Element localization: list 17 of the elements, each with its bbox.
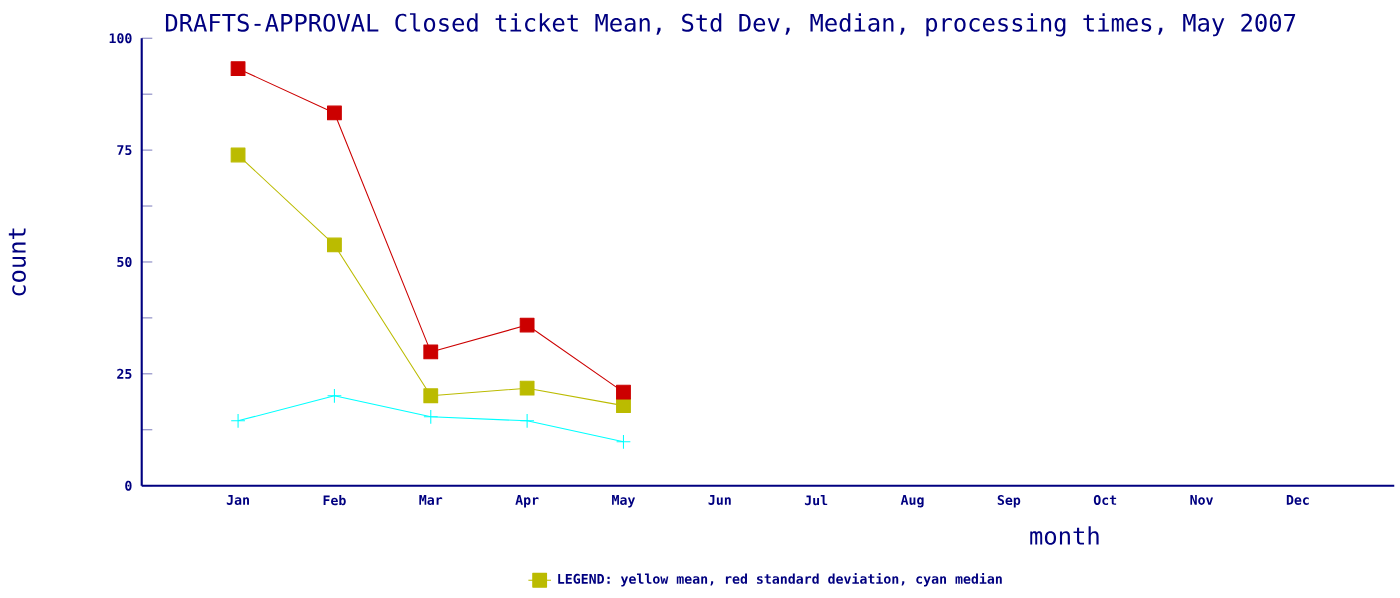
point <box>327 105 342 121</box>
point <box>519 317 535 333</box>
point <box>616 384 631 400</box>
chart-title: DRAFTS-APPROVAL Closed ticket Mean, Std Dev, Median, processing times, May 2007 <box>165 13 1296 37</box>
point <box>423 344 439 360</box>
point <box>519 380 535 396</box>
point <box>423 388 439 404</box>
point <box>327 237 342 253</box>
point <box>230 61 246 76</box>
point <box>519 413 535 429</box>
x-axis-title: month <box>1030 526 1099 545</box>
point <box>616 434 631 450</box>
y-axis-title: count <box>8 228 26 296</box>
point <box>230 147 246 163</box>
point <box>423 409 439 425</box>
point <box>230 413 246 429</box>
point <box>327 388 342 404</box>
